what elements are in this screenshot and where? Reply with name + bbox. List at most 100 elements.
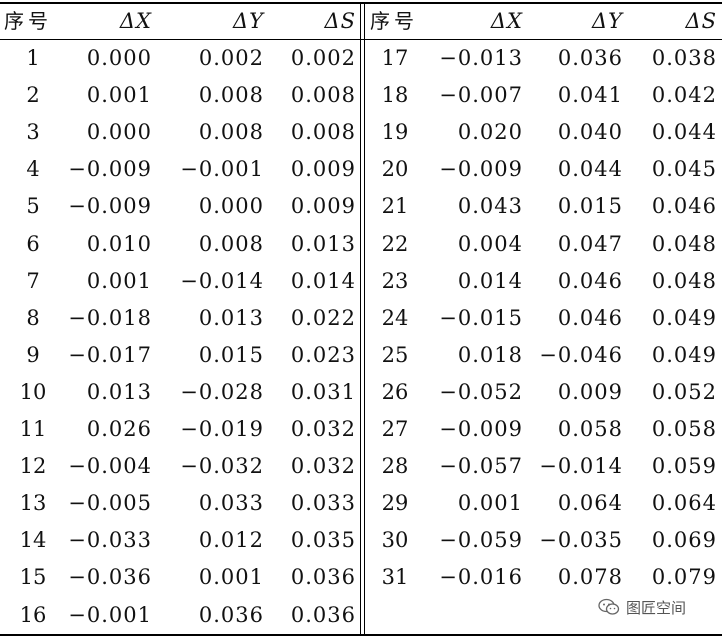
- cell-dy: −0.035: [539, 528, 623, 553]
- column-header-dy: ΔY: [591, 9, 623, 33]
- cell-dx: −0.015: [439, 305, 523, 330]
- cell-dx: 0.000: [86, 120, 152, 145]
- cell-dy: −0.028: [180, 379, 264, 404]
- cell-dy: 0.013: [198, 305, 264, 330]
- row-index: 12: [19, 454, 47, 479]
- row-index: 13: [19, 491, 47, 516]
- row-index: 29: [381, 491, 409, 516]
- cell-ds: 0.058: [651, 417, 717, 441]
- cell-dx: 0.004: [457, 231, 523, 256]
- row-index: 4: [26, 157, 40, 182]
- cell-ds: 0.035: [290, 528, 356, 553]
- row-index: 25: [381, 342, 409, 367]
- row-index: 26: [381, 379, 409, 404]
- cell-dy: −0.014: [539, 454, 623, 479]
- cell-ds: 0.046: [651, 194, 717, 219]
- row-index: 8: [26, 305, 40, 330]
- cell-ds: 0.064: [651, 491, 717, 516]
- row-index: 22: [381, 231, 409, 256]
- cell-ds: 0.048: [651, 268, 717, 293]
- cell-dx: −0.017: [68, 342, 152, 367]
- cell-dx: 0.001: [457, 491, 523, 516]
- cell-dy: 0.008: [198, 231, 264, 256]
- cell-dx: 0.001: [86, 83, 152, 108]
- cell-ds: 0.059: [651, 454, 717, 479]
- cell-ds: 0.032: [290, 417, 356, 441]
- cell-ds: 0.045: [651, 157, 717, 182]
- row-index: 17: [381, 46, 409, 70]
- cell-dy: 0.036: [198, 602, 264, 627]
- cell-ds: 0.008: [290, 83, 356, 108]
- cell-dx: −0.004: [68, 454, 152, 479]
- cell-dx: −0.018: [68, 305, 152, 330]
- cell-dx: −0.007: [439, 83, 523, 108]
- row-index: 1: [26, 46, 40, 70]
- cell-dx: −0.009: [68, 157, 152, 182]
- watermark: 图匠空间: [598, 594, 686, 620]
- row-index: 10: [19, 379, 47, 404]
- cell-ds: 0.008: [290, 120, 356, 145]
- row-index: 2: [26, 83, 40, 108]
- cell-dy: 0.064: [557, 491, 623, 516]
- row-index: 30: [381, 528, 409, 553]
- cell-dx: −0.059: [439, 528, 523, 553]
- row-index: 19: [381, 120, 409, 145]
- cell-dx: −0.033: [68, 528, 152, 553]
- cell-dx: −0.016: [439, 565, 523, 590]
- cell-ds: 0.048: [651, 231, 717, 256]
- cell-dy: 0.008: [198, 120, 264, 145]
- column-divider-right: [364, 2, 365, 636]
- cell-dy: 0.040: [557, 120, 623, 145]
- cell-dy: 0.041: [557, 83, 623, 108]
- cell-dy: 0.047: [557, 231, 623, 256]
- cell-dx: 0.020: [457, 120, 523, 145]
- cell-dy: 0.001: [198, 565, 264, 590]
- row-index: 7: [26, 268, 40, 293]
- cell-ds: 0.032: [290, 454, 356, 479]
- cell-ds: 0.009: [290, 194, 356, 219]
- cell-ds: 0.031: [290, 379, 356, 404]
- cell-dy: 0.012: [198, 528, 264, 553]
- cell-dx: −0.013: [439, 46, 523, 70]
- cell-dx: 0.001: [86, 268, 152, 293]
- row-index: 5: [26, 194, 40, 219]
- cell-ds: 0.033: [290, 491, 356, 516]
- row-index: 31: [381, 565, 409, 590]
- column-header-ds: ΔS: [324, 9, 356, 33]
- cell-dx: 0.018: [457, 342, 523, 367]
- cell-ds: 0.023: [290, 342, 356, 367]
- row-index: 24: [381, 305, 409, 330]
- row-index: 6: [26, 231, 40, 256]
- cell-dy: 0.008: [198, 83, 264, 108]
- cell-dy: 0.078: [557, 565, 623, 590]
- column-header-ds: ΔS: [685, 9, 717, 33]
- cell-ds: 0.044: [651, 120, 717, 145]
- cell-dx: −0.057: [439, 454, 523, 479]
- row-index: 21: [381, 194, 409, 219]
- column-header-dx: ΔX: [490, 9, 523, 33]
- row-index: 20: [381, 157, 409, 182]
- row-index: 14: [19, 528, 47, 553]
- cell-dx: −0.009: [439, 417, 523, 441]
- row-index: 16: [19, 602, 47, 627]
- cell-dx: 0.000: [86, 46, 152, 70]
- cell-ds: 0.049: [651, 305, 717, 330]
- row-index: 9: [26, 342, 40, 367]
- cell-dy: −0.014: [180, 268, 264, 293]
- cell-dy: 0.058: [557, 417, 623, 441]
- cell-ds: 0.036: [290, 565, 356, 590]
- cell-dy: 0.033: [198, 491, 264, 516]
- table-header-rule: [0, 39, 722, 40]
- cell-ds: 0.038: [651, 46, 717, 70]
- watermark-text: 图匠空间: [626, 598, 687, 617]
- table-top-rule: [0, 2, 722, 4]
- row-index: 28: [381, 454, 409, 479]
- cell-dx: −0.009: [439, 157, 523, 182]
- cell-dy: −0.046: [539, 342, 623, 367]
- cell-ds: 0.013: [290, 231, 356, 256]
- cell-ds: 0.052: [651, 379, 717, 404]
- cell-dx: 0.026: [86, 417, 152, 441]
- cell-dy: 0.036: [557, 46, 623, 70]
- cell-ds: 0.042: [651, 83, 717, 108]
